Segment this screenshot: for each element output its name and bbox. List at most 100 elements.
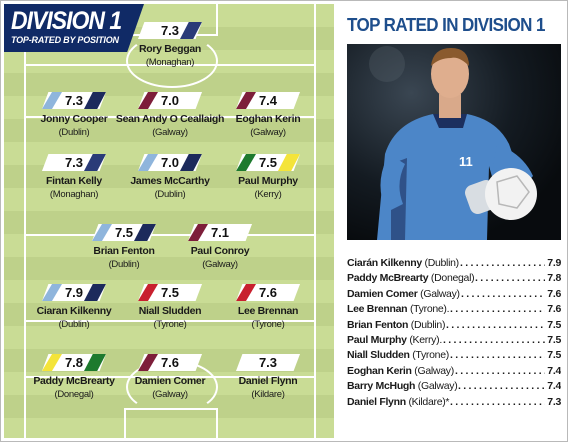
- rating-badge: 7.6: [138, 354, 202, 371]
- rating-badge: 7.5: [92, 224, 156, 241]
- player-county: (Monaghan): [49, 189, 99, 200]
- list-player-name: Damien Comer: [347, 287, 418, 300]
- pitch-line: [24, 116, 316, 118]
- list-player-county: (Galway): [414, 364, 454, 377]
- player-county: (Galway): [250, 127, 286, 138]
- player-rating: 7.4: [258, 93, 278, 108]
- player-photo: 11: [347, 44, 561, 240]
- list-item: Niall Sludden (Tyrone) . . . . . . . . .…: [347, 349, 561, 364]
- pitch-line: [124, 408, 126, 438]
- player-rating: 7.6: [160, 355, 180, 370]
- dot-leader: . . . . . . . . . . . . . . . . . . . . …: [450, 349, 561, 362]
- list-player-rating: 7.5: [545, 333, 561, 346]
- list-item: Barry McHugh (Galway) . . . . . . . . . …: [347, 380, 561, 395]
- player-rating: 7.1: [210, 225, 230, 240]
- dot-leader: . . . . . . . . . . . . . . . . . . . . …: [443, 333, 561, 346]
- player-county: (Monaghan): [145, 57, 195, 68]
- rating-badge: 7.3: [236, 354, 300, 371]
- rating-badge: 7.9: [42, 284, 106, 301]
- player-rating: 7.9: [64, 285, 84, 300]
- list-item: Eoghan Kerin (Galway) . . . . . . . . . …: [347, 364, 561, 380]
- rating-badge: 7.5: [138, 284, 202, 301]
- dot-leader: . . . . . . . . . . . . . . . . . . . . …: [446, 318, 561, 331]
- list-player-rating: 7.6: [545, 303, 561, 316]
- player-rating: 7.8: [64, 355, 84, 370]
- pitch: DIVISION 1 TOP-RATED BY POSITION 7.3 Rory…: [4, 4, 334, 438]
- rating-badge: 7.3: [42, 154, 106, 171]
- player-name: Daniel Flynn: [238, 375, 298, 387]
- panel-title: TOP RATED IN DIVISION 1: [347, 15, 545, 36]
- player-county: (Dublin): [154, 189, 186, 200]
- list-player-name: Ciarán Kilkenny: [347, 257, 422, 269]
- list-player-name: Daniel Flynn: [347, 395, 406, 408]
- list-player-county: (Dublin): [424, 257, 460, 269]
- rating-badge: 7.5: [236, 154, 300, 171]
- top-rated-list: Ciarán Kilkenny (Dublin) . . . . . . . .…: [347, 257, 561, 411]
- player-name: Eoghan Kerin: [235, 113, 301, 125]
- rating-badge: 7.3: [42, 92, 106, 109]
- list-player-county: (Galway): [417, 380, 458, 393]
- player-county: (Galway): [152, 127, 188, 138]
- list-item: Brian Fenton (Dublin) . . . . . . . . . …: [347, 318, 561, 334]
- badge-title: DIVISION 1: [11, 6, 122, 35]
- pitch-line: [314, 4, 316, 438]
- player-name: Paddy McBrearty: [33, 375, 115, 387]
- player-rating: 7.0: [160, 155, 180, 170]
- list-player-county: (Tyrone).: [409, 303, 450, 316]
- title-badge: DIVISION 1 TOP-RATED BY POSITION: [4, 4, 144, 52]
- player-rating: 7.5: [114, 225, 134, 240]
- dot-leader: . . . . . . . . . . . . . . . . . . . . …: [458, 380, 561, 393]
- player-county: (Kildare): [251, 389, 285, 400]
- player-county: (Donegal): [54, 389, 94, 400]
- rating-badge: 7.1: [188, 224, 252, 241]
- player-rating: 7.3: [258, 355, 278, 370]
- player-name: Damien Comer: [134, 375, 206, 387]
- list-player-name: Paddy McBrearty: [347, 272, 429, 285]
- rating-badge: 7.4: [236, 92, 300, 109]
- player-county: (Dublin): [58, 127, 90, 138]
- rating-badge: 7.0: [138, 92, 202, 109]
- player-county: (Dublin): [58, 319, 90, 330]
- d-arc: [126, 34, 218, 88]
- dot-leader: . . . . . . . . . . . . . . . . . . . . …: [460, 257, 561, 269]
- player-name: Lee Brennan: [237, 305, 299, 317]
- dot-leader: . . . . . . . . . . . . . . . . . . . . …: [450, 395, 561, 408]
- list-item: Paul Murphy (Kerry). . . . . . . . . . .…: [347, 333, 561, 349]
- pitch-line: [216, 408, 218, 438]
- list-player-county: (Kerry).: [409, 333, 442, 346]
- list-item: Daniel Flynn (Kildare)* . . . . . . . . …: [347, 395, 561, 411]
- list-item: Paddy McBrearty (Donegal) . . . . . . . …: [347, 272, 561, 287]
- rating-badge: 7.0: [138, 154, 202, 171]
- list-player-name: Lee Brennan: [347, 303, 408, 316]
- player-county: (Kerry): [254, 189, 282, 200]
- list-player-name: Brian Fenton: [347, 318, 409, 331]
- player-county: (Galway): [152, 389, 188, 400]
- pitch-line: [216, 4, 218, 34]
- player-county: (Tyrone): [251, 319, 285, 330]
- player-name: Paul Murphy: [238, 175, 298, 187]
- player-rating: 7.3: [160, 23, 180, 38]
- list-item: Lee Brennan (Tyrone). . . . . . . . . . …: [347, 303, 561, 318]
- player-rating: 7.6: [258, 285, 278, 300]
- rating-badge: 7.3: [138, 22, 202, 39]
- photo-pointer: [366, 240, 382, 250]
- dot-leader: . . . . . . . . . . . . . . . . . . . . …: [475, 272, 561, 285]
- player-county: (Dublin): [108, 259, 140, 270]
- player-name: Rory Beggan: [138, 43, 202, 55]
- player-name: Niall Sludden: [138, 305, 202, 317]
- list-player-rating: 7.5: [545, 349, 561, 362]
- list-player-rating: 7.5: [545, 318, 561, 331]
- list-player-county: (Dublin): [410, 318, 446, 331]
- list-player-name: Paul Murphy: [347, 333, 407, 346]
- dot-leader: . . . . . . . . . . . . . . . . . . . . …: [450, 303, 561, 316]
- list-player-county: (Tyrone): [412, 349, 449, 362]
- player-name: Paul Conroy: [190, 245, 250, 257]
- list-player-name: Niall Sludden: [347, 349, 410, 362]
- list-player-rating: 7.4: [545, 364, 561, 377]
- halfway-line: [24, 234, 316, 236]
- list-player-rating: 7.9: [545, 257, 561, 269]
- player-county: (Tyrone): [153, 319, 187, 330]
- player-county: (Galway): [202, 259, 238, 270]
- dot-leader: . . . . . . . . . . . . . . . . . . . . …: [461, 287, 561, 300]
